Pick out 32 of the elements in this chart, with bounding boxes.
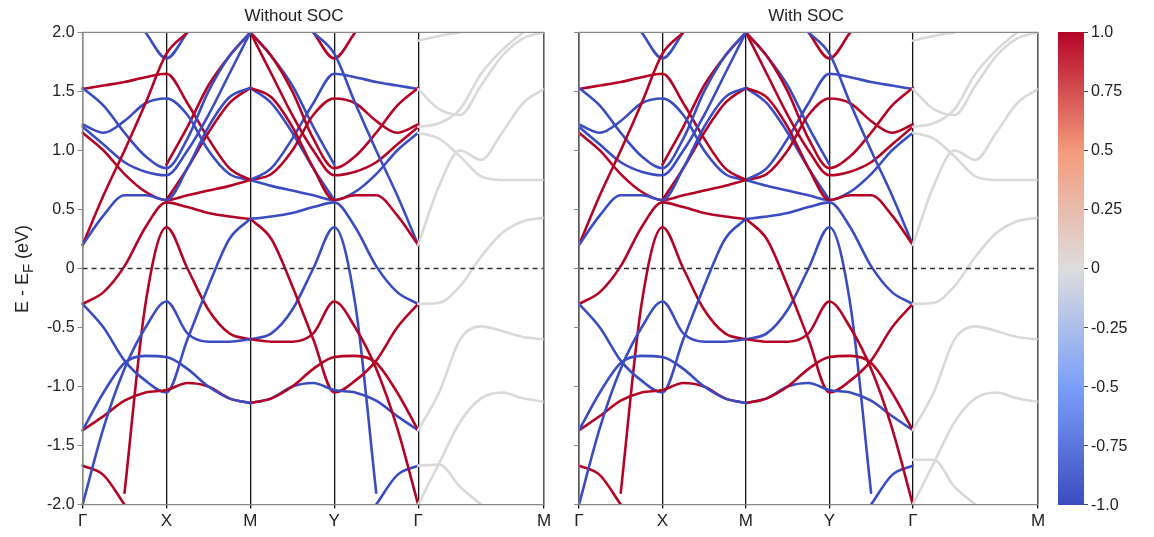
x-tick-label: Γ: [413, 511, 423, 531]
color-bar-label: 0.25: [1091, 200, 1123, 219]
x-tick-label: M: [1030, 511, 1046, 531]
x-tick-label: M: [243, 511, 258, 531]
color-bar-label: -0.5: [1091, 377, 1119, 396]
y-tick-label: -1.0: [46, 376, 75, 394]
y-tick-label: -2.0: [46, 495, 75, 513]
x-tick-label: Y: [328, 511, 340, 531]
y-tick-label: -1.5: [46, 435, 75, 453]
y-tick-label: 0: [65, 258, 75, 276]
color-bar-label: -0.75: [1091, 436, 1128, 455]
x-tick-label: X: [656, 511, 669, 531]
y-tick-label: 1.5: [52, 81, 75, 99]
y-tick-label: 0.5: [52, 199, 75, 217]
color-bar-label: 1.0: [1091, 23, 1114, 42]
y-tick-label: 1.0: [52, 140, 75, 158]
x-tick-label: M: [738, 511, 753, 531]
x-tick-label: Γ: [77, 511, 88, 531]
x-tick-label: Γ: [574, 511, 584, 531]
color-bar-label: -1.0: [1091, 495, 1119, 514]
y-tick-label: -0.5: [46, 317, 75, 335]
color-bar-label: 0.75: [1091, 82, 1123, 101]
chart-title: Without SOC: [244, 5, 344, 25]
x-tick-label: Y: [823, 511, 836, 531]
color-bar-label: 0.5: [1091, 141, 1114, 160]
color-bar-label: 0: [1091, 259, 1100, 278]
x-tick-label: X: [160, 511, 173, 531]
y-tick-label: 2.0: [52, 22, 75, 40]
color-bar-label: -0.25: [1091, 318, 1128, 337]
x-tick-label: M: [536, 511, 552, 531]
chart-title: With SOC: [768, 5, 844, 25]
x-tick-label: Γ: [908, 511, 918, 531]
